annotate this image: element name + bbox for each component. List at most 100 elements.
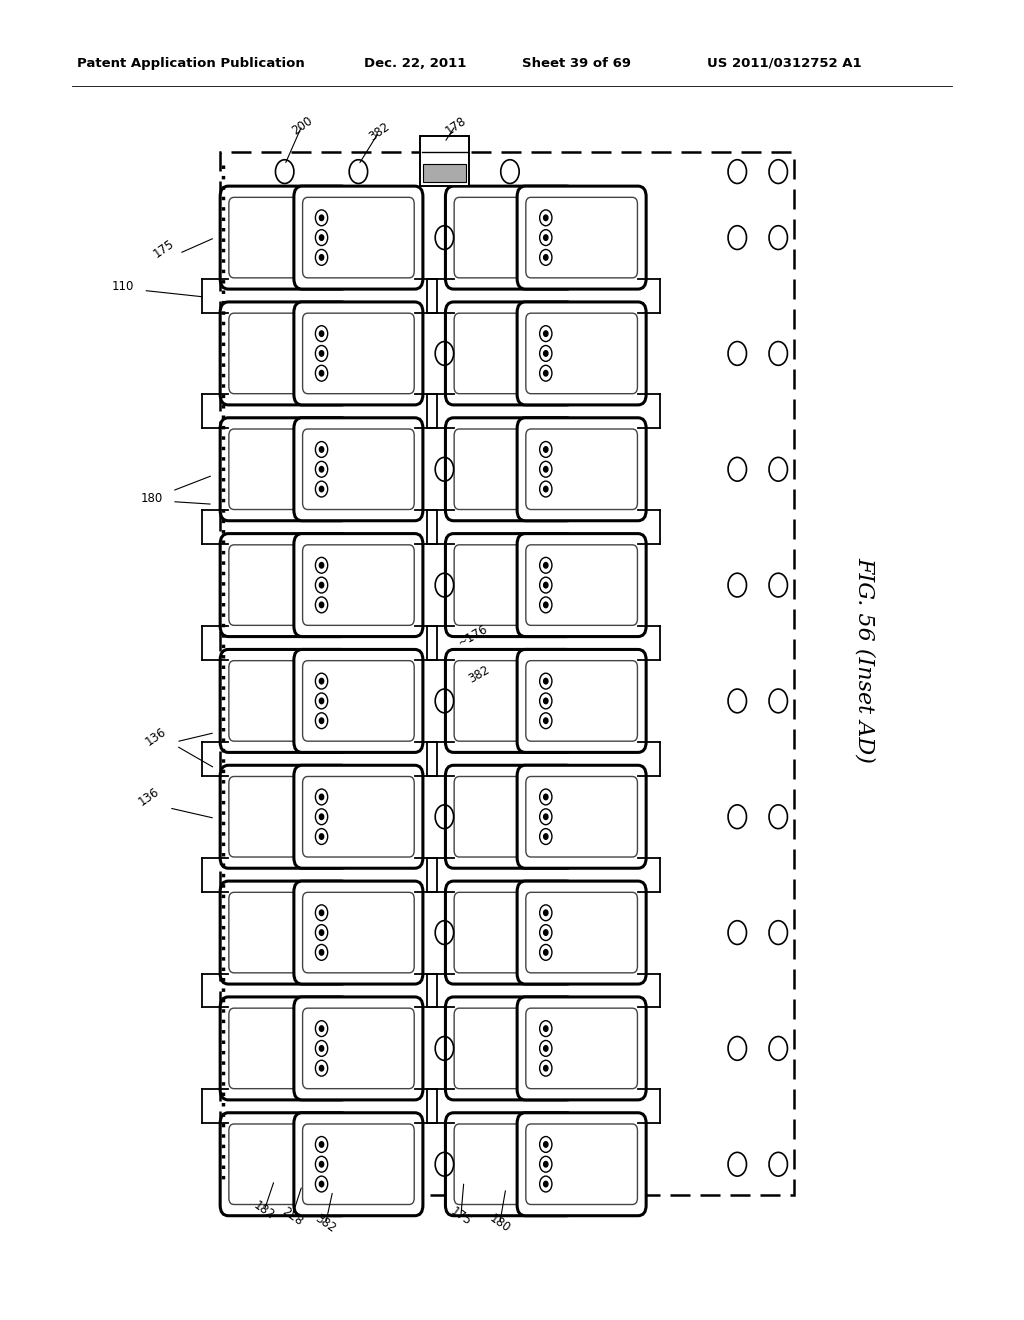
Text: 180: 180 [140,491,163,504]
Circle shape [544,718,548,723]
FancyBboxPatch shape [455,313,565,393]
FancyBboxPatch shape [445,418,574,521]
Circle shape [544,795,548,800]
Circle shape [319,929,324,936]
FancyBboxPatch shape [220,418,349,521]
Circle shape [319,351,324,356]
FancyBboxPatch shape [294,418,423,521]
Circle shape [319,814,324,820]
Circle shape [319,718,324,723]
FancyBboxPatch shape [229,429,340,510]
FancyBboxPatch shape [455,198,565,279]
FancyBboxPatch shape [229,545,340,626]
Circle shape [319,331,324,337]
Text: 175: 175 [447,1205,474,1229]
Circle shape [319,235,324,240]
Text: 382: 382 [312,1212,339,1236]
FancyBboxPatch shape [525,776,637,857]
FancyBboxPatch shape [517,302,646,405]
FancyBboxPatch shape [294,649,423,752]
FancyBboxPatch shape [220,766,349,869]
FancyBboxPatch shape [303,545,414,626]
Text: 178: 178 [442,114,469,137]
Circle shape [319,834,324,840]
FancyBboxPatch shape [517,186,646,289]
Bar [420,136,469,186]
FancyBboxPatch shape [445,649,574,752]
Circle shape [319,1181,324,1187]
FancyBboxPatch shape [525,661,637,742]
Text: 382: 382 [366,120,392,144]
Text: ~176: ~176 [456,622,490,649]
Circle shape [544,929,548,936]
Circle shape [544,1065,548,1071]
FancyBboxPatch shape [294,533,423,636]
Text: 136: 136 [135,784,162,808]
Circle shape [544,235,548,240]
FancyBboxPatch shape [525,1008,637,1089]
Circle shape [319,1142,324,1147]
Text: Sheet 39 of 69: Sheet 39 of 69 [522,57,631,70]
FancyBboxPatch shape [445,1113,574,1216]
Text: 182: 182 [251,1199,278,1222]
FancyBboxPatch shape [303,892,414,973]
FancyBboxPatch shape [229,892,340,973]
Circle shape [544,562,548,568]
Text: 136: 136 [142,725,169,748]
FancyBboxPatch shape [220,882,349,985]
FancyBboxPatch shape [525,429,637,510]
Text: Dec. 22, 2011: Dec. 22, 2011 [364,57,466,70]
FancyBboxPatch shape [445,766,574,869]
FancyBboxPatch shape [445,882,574,985]
Circle shape [319,1065,324,1071]
Circle shape [544,949,548,956]
Circle shape [544,351,548,356]
Circle shape [319,371,324,376]
FancyBboxPatch shape [220,1113,349,1216]
Circle shape [319,466,324,473]
Text: 110: 110 [112,280,134,293]
Circle shape [319,698,324,704]
FancyBboxPatch shape [220,533,349,636]
FancyBboxPatch shape [294,882,423,985]
FancyBboxPatch shape [525,545,637,626]
Circle shape [319,678,324,684]
Circle shape [319,909,324,916]
FancyBboxPatch shape [517,418,646,521]
FancyBboxPatch shape [517,1113,646,1216]
FancyBboxPatch shape [455,776,565,857]
Circle shape [544,602,548,607]
Circle shape [319,562,324,568]
FancyBboxPatch shape [220,186,349,289]
Circle shape [544,466,548,473]
FancyBboxPatch shape [303,1125,414,1204]
Circle shape [544,1142,548,1147]
FancyBboxPatch shape [294,766,423,869]
Circle shape [544,331,548,337]
Circle shape [544,215,548,220]
FancyBboxPatch shape [455,545,565,626]
Circle shape [544,678,548,684]
FancyBboxPatch shape [517,882,646,985]
FancyBboxPatch shape [229,1125,340,1204]
FancyBboxPatch shape [517,533,646,636]
FancyBboxPatch shape [445,186,574,289]
FancyBboxPatch shape [445,533,574,636]
FancyBboxPatch shape [220,997,349,1100]
Circle shape [544,1045,548,1051]
FancyBboxPatch shape [455,661,565,742]
Circle shape [544,698,548,704]
Circle shape [544,909,548,916]
Circle shape [319,602,324,607]
FancyBboxPatch shape [303,776,414,857]
Circle shape [544,814,548,820]
Circle shape [544,1026,548,1031]
FancyBboxPatch shape [303,1008,414,1089]
FancyBboxPatch shape [294,1113,423,1216]
FancyBboxPatch shape [303,429,414,510]
FancyBboxPatch shape [455,1008,565,1089]
Circle shape [319,582,324,587]
Text: US 2011/0312752 A1: US 2011/0312752 A1 [707,57,861,70]
Circle shape [544,1162,548,1167]
FancyBboxPatch shape [445,302,574,405]
